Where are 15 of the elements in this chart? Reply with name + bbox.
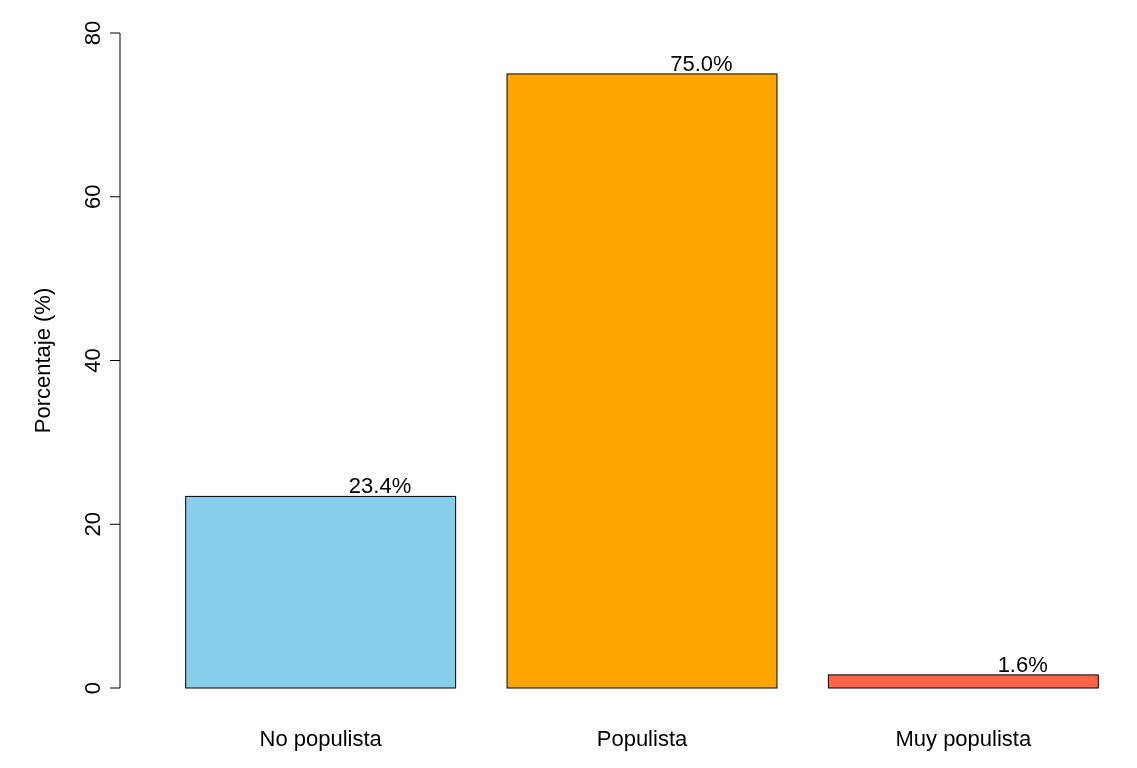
data-label: 23.4% bbox=[348, 473, 412, 499]
data-label: 1.6% bbox=[997, 651, 1048, 677]
x-tick-label: No populista bbox=[259, 726, 383, 751]
bar bbox=[185, 495, 457, 689]
y-tick-label: 60 bbox=[80, 184, 105, 209]
x-tick-label: Muy populista bbox=[895, 726, 1032, 751]
y-tick-label: 0 bbox=[80, 681, 105, 695]
y-tick-label: 40 bbox=[80, 348, 105, 373]
x-tick-label: Populista bbox=[596, 726, 689, 751]
bar bbox=[506, 73, 778, 689]
y-axis-title: Porcentaje (%) bbox=[30, 287, 55, 434]
y-tick-label: 80 bbox=[80, 20, 105, 46]
y-tick-label: 20 bbox=[80, 512, 105, 537]
data-label: 75.0% bbox=[670, 50, 733, 76]
bar bbox=[827, 674, 1099, 689]
